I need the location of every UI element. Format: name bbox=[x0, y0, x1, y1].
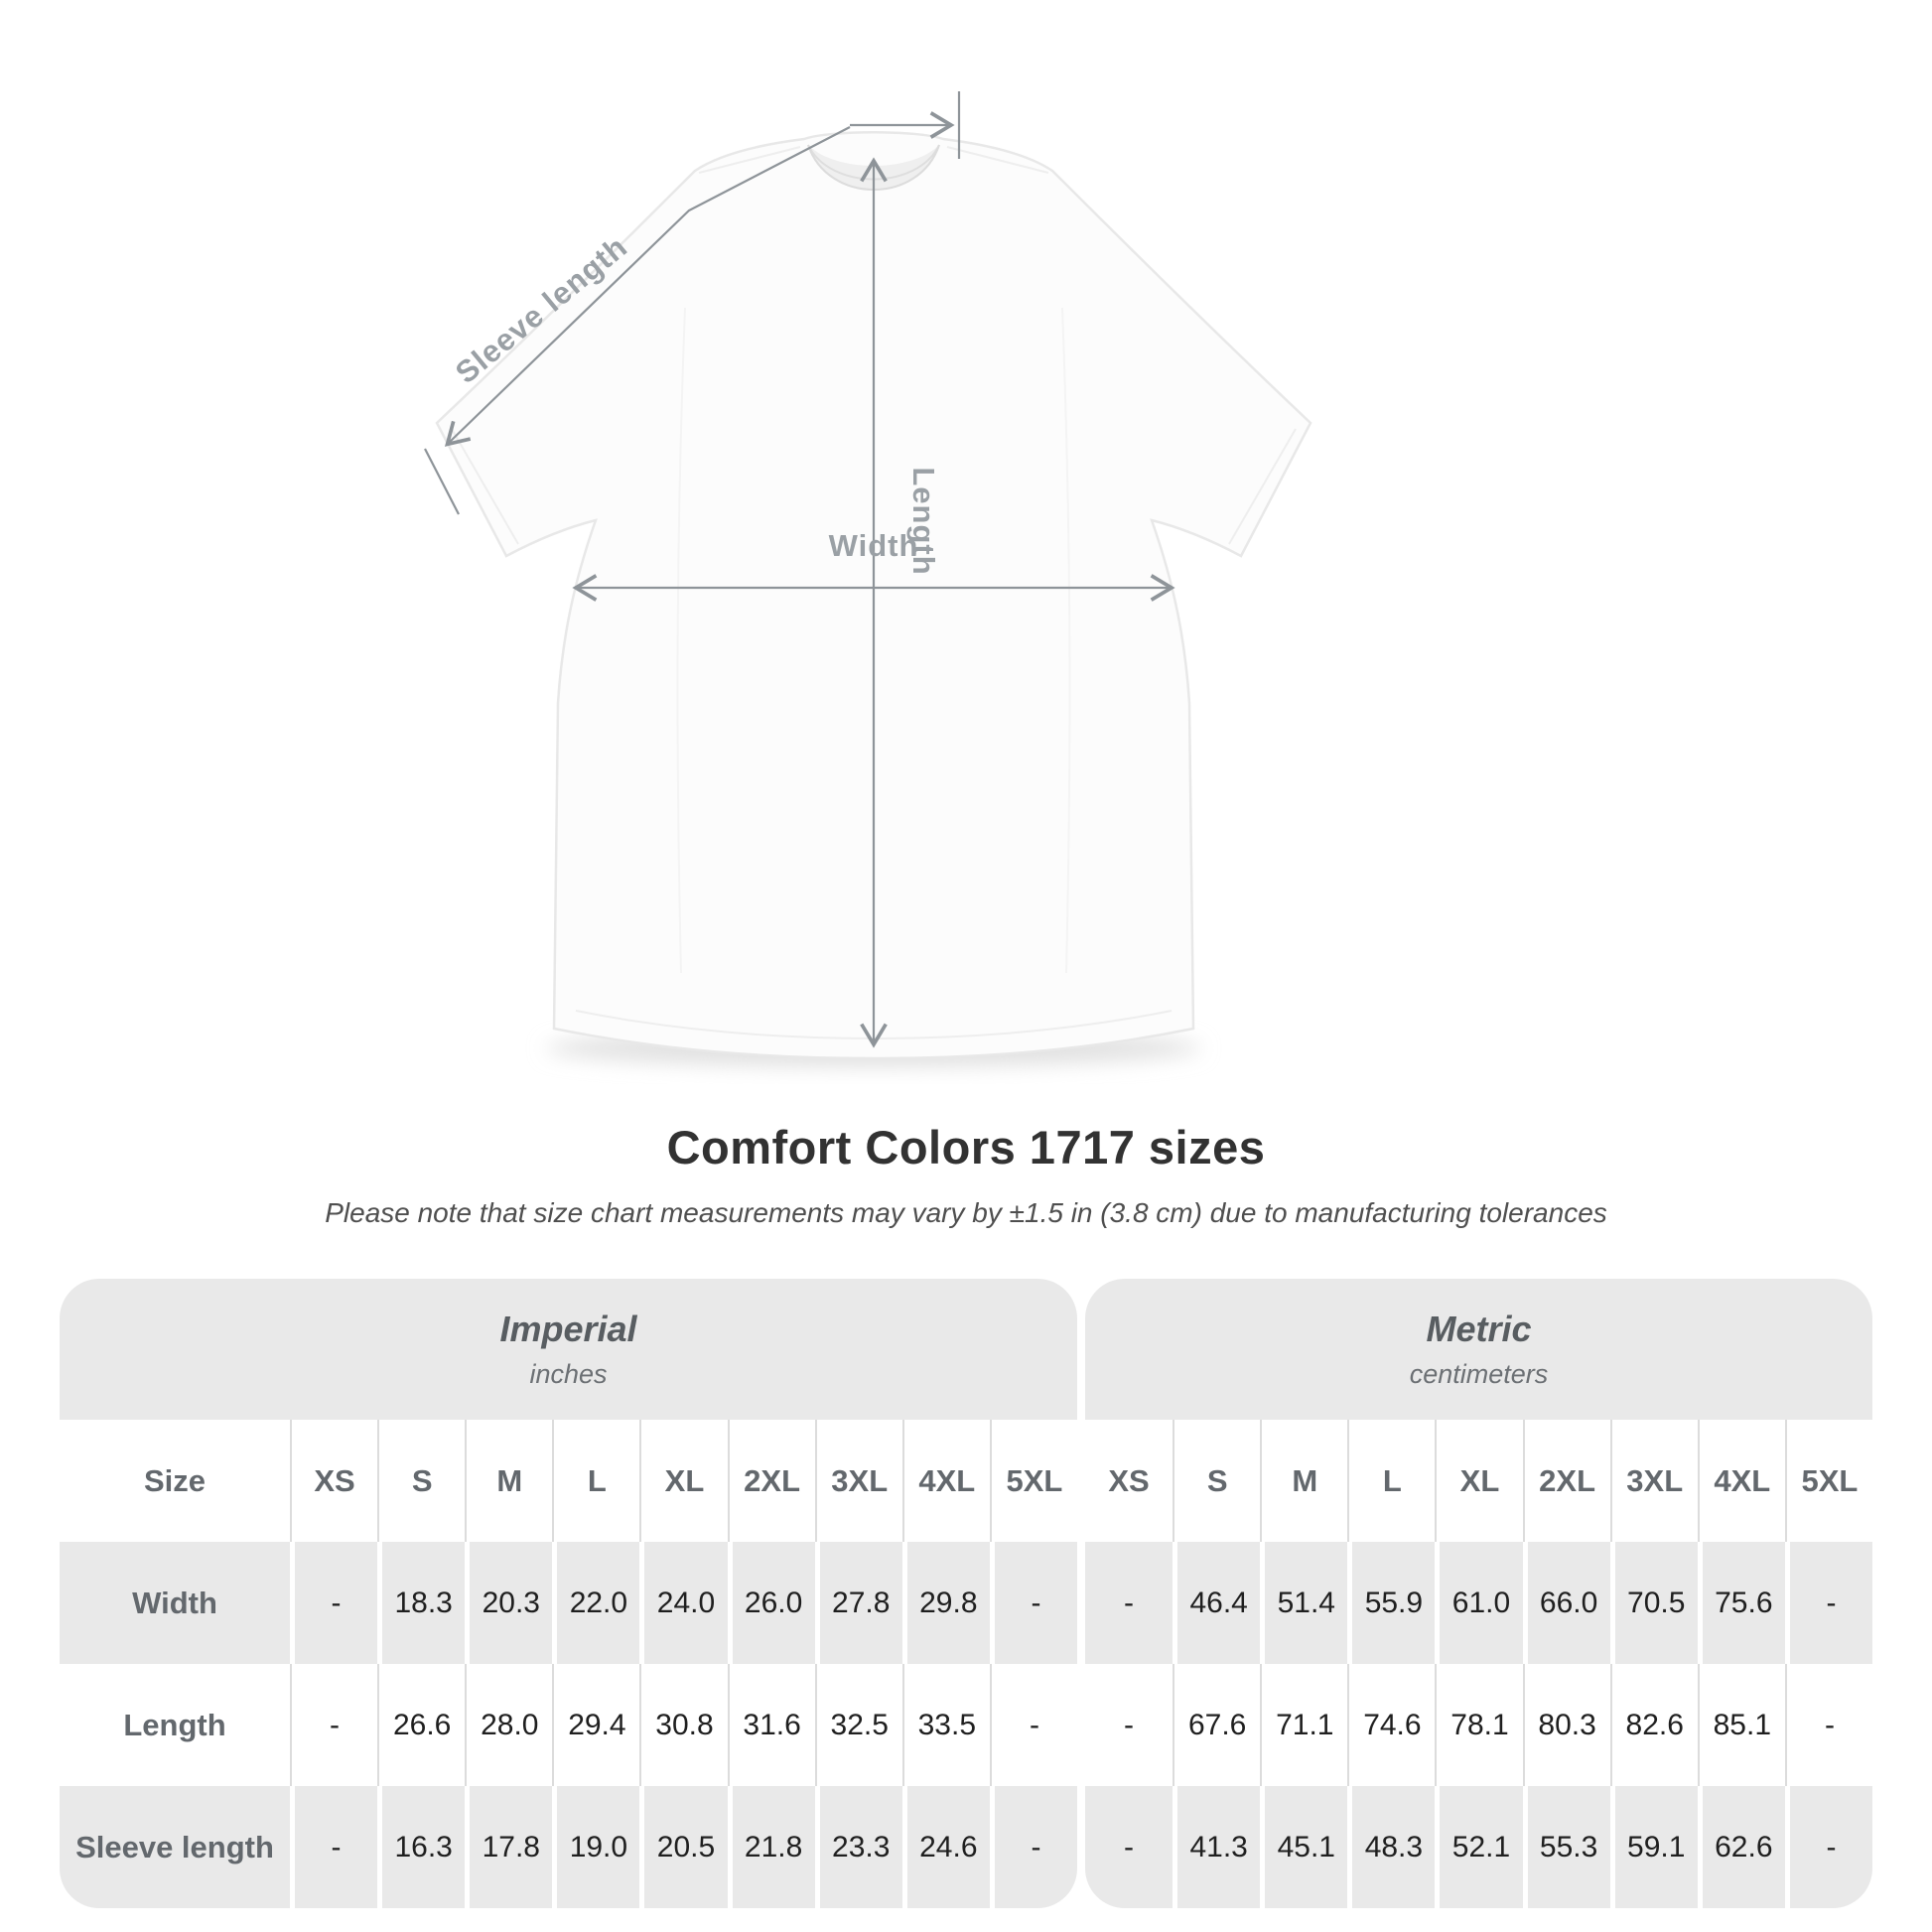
size-table: Imperial inches Size XS S M L XL 2XL 3XL 4XL 5XL W… bbox=[60, 1279, 1872, 1908]
size-value-cell: - bbox=[989, 1786, 1077, 1908]
size-value-cell: 26.0 bbox=[727, 1542, 815, 1664]
size-value-cell: 16.3 bbox=[377, 1786, 466, 1908]
size-column-header: 3XL bbox=[1609, 1420, 1698, 1542]
width-label: Width bbox=[829, 528, 919, 563]
size-value-cell: 31.6 bbox=[727, 1664, 815, 1786]
metric-title: Metric bbox=[1426, 1309, 1532, 1349]
size-value-cell: - bbox=[290, 1664, 378, 1786]
size-column-header: XS bbox=[290, 1420, 378, 1542]
tolerance-note: Please note that size chart measurements… bbox=[325, 1197, 1607, 1228]
imperial-grid: Size XS S M L XL 2XL 3XL 4XL 5XL Width -18.3 20.3 22.… bbox=[60, 1420, 1077, 1908]
size-value-cell: 82.6 bbox=[1609, 1664, 1698, 1786]
size-value-cell: 55.9 bbox=[1347, 1542, 1436, 1664]
size-value-cell: 85.1 bbox=[1697, 1664, 1785, 1786]
size-value-cell: - bbox=[1784, 1786, 1872, 1908]
size-value-cell: 24.0 bbox=[639, 1542, 728, 1664]
tshirt-measurement-diagram: Sleeve length Length Width bbox=[424, 91, 1312, 1066]
size-column-header: XL bbox=[1435, 1420, 1523, 1542]
size-value-cell: 55.3 bbox=[1522, 1786, 1610, 1908]
size-column-header: 4XL bbox=[901, 1420, 990, 1542]
size-value-cell: - bbox=[1784, 1664, 1872, 1786]
size-value-cell: 74.6 bbox=[1347, 1664, 1436, 1786]
size-column-header: 2XL bbox=[727, 1420, 815, 1542]
size-value-cell: - bbox=[290, 1542, 378, 1664]
size-value-cell: 32.5 bbox=[814, 1664, 902, 1786]
size-value-cell: 19.0 bbox=[552, 1786, 640, 1908]
size-value-cell: 24.6 bbox=[901, 1786, 990, 1908]
size-value-cell: 21.8 bbox=[727, 1786, 815, 1908]
size-value-cell: 52.1 bbox=[1435, 1786, 1523, 1908]
size-value-cell: 20.3 bbox=[465, 1542, 553, 1664]
size-value-cell: 80.3 bbox=[1522, 1664, 1610, 1786]
size-column-header: 2XL bbox=[1522, 1420, 1610, 1542]
size-column-header: XL bbox=[639, 1420, 728, 1542]
size-value-cell: 48.3 bbox=[1347, 1786, 1436, 1908]
size-value-cell: 70.5 bbox=[1609, 1542, 1698, 1664]
size-column-header: 5XL bbox=[989, 1420, 1077, 1542]
size-value-cell: 61.0 bbox=[1435, 1542, 1523, 1664]
size-value-cell: 30.8 bbox=[639, 1664, 728, 1786]
size-value-cell: - bbox=[1085, 1786, 1173, 1908]
size-value-cell: 27.8 bbox=[814, 1542, 902, 1664]
size-value-cell: - bbox=[1784, 1542, 1872, 1664]
size-column-header: M bbox=[465, 1420, 553, 1542]
size-column-header: 3XL bbox=[814, 1420, 902, 1542]
size-value-cell: 46.4 bbox=[1173, 1542, 1261, 1664]
size-value-cell: 71.1 bbox=[1260, 1664, 1348, 1786]
size-column-header: 4XL bbox=[1697, 1420, 1785, 1542]
metric-grid: XS S M L XL 2XL 3XL 4XL 5XL -46.4 51.4 55.9 61.0 66.0… bbox=[1085, 1420, 1872, 1908]
size-value-cell: 51.4 bbox=[1260, 1542, 1348, 1664]
imperial-unit: inches bbox=[529, 1359, 608, 1389]
size-label-header: Size bbox=[60, 1420, 290, 1542]
size-value-cell: 20.5 bbox=[639, 1786, 728, 1908]
size-column-header: S bbox=[1173, 1420, 1261, 1542]
page-title: Comfort Colors 1717 sizes bbox=[666, 1121, 1266, 1173]
imperial-title: Imperial bbox=[499, 1309, 637, 1349]
size-value-cell: 29.4 bbox=[552, 1664, 640, 1786]
size-column-header: L bbox=[552, 1420, 640, 1542]
size-value-cell: 33.5 bbox=[901, 1664, 990, 1786]
size-value-cell: 17.8 bbox=[465, 1786, 553, 1908]
size-value-cell: 26.6 bbox=[377, 1664, 466, 1786]
size-value-cell: 41.3 bbox=[1173, 1786, 1261, 1908]
size-value-cell: - bbox=[1085, 1542, 1173, 1664]
size-value-cell: 62.6 bbox=[1697, 1786, 1785, 1908]
size-column-header: L bbox=[1347, 1420, 1436, 1542]
size-value-cell: - bbox=[989, 1542, 1077, 1664]
size-value-cell: 23.3 bbox=[814, 1786, 902, 1908]
size-column-header: M bbox=[1260, 1420, 1348, 1542]
size-value-cell: 18.3 bbox=[377, 1542, 466, 1664]
size-column-header: 5XL bbox=[1784, 1420, 1872, 1542]
metric-unit: centimeters bbox=[1409, 1359, 1549, 1389]
row-label: Length bbox=[60, 1664, 290, 1786]
size-value-cell: 66.0 bbox=[1522, 1542, 1610, 1664]
size-value-cell: 45.1 bbox=[1260, 1786, 1348, 1908]
row-label: Sleeve length bbox=[60, 1786, 290, 1908]
length-label: Length bbox=[906, 467, 941, 575]
metric-header: Metric centimeters bbox=[1085, 1279, 1872, 1420]
imperial-panel: Imperial inches Size XS S M L XL 2XL 3XL 4XL 5XL W… bbox=[60, 1279, 1077, 1908]
size-column-header: XS bbox=[1085, 1420, 1173, 1542]
size-value-cell: 22.0 bbox=[552, 1542, 640, 1664]
size-value-cell: - bbox=[1085, 1664, 1173, 1786]
sleeve-length-arrow bbox=[424, 91, 961, 515]
size-value-cell: 78.1 bbox=[1435, 1664, 1523, 1786]
size-value-cell: - bbox=[989, 1664, 1077, 1786]
size-value-cell: 29.8 bbox=[901, 1542, 990, 1664]
imperial-header: Imperial inches bbox=[60, 1279, 1077, 1420]
row-label: Width bbox=[60, 1542, 290, 1664]
size-column-header: S bbox=[377, 1420, 466, 1542]
size-value-cell: 28.0 bbox=[465, 1664, 553, 1786]
size-value-cell: - bbox=[290, 1786, 378, 1908]
size-value-cell: 67.6 bbox=[1173, 1664, 1261, 1786]
size-value-cell: 75.6 bbox=[1697, 1542, 1785, 1664]
metric-panel: Metric centimeters XS S M L XL 2XL 3XL 4XL 5XL -4… bbox=[1085, 1279, 1872, 1908]
size-value-cell: 59.1 bbox=[1609, 1786, 1698, 1908]
